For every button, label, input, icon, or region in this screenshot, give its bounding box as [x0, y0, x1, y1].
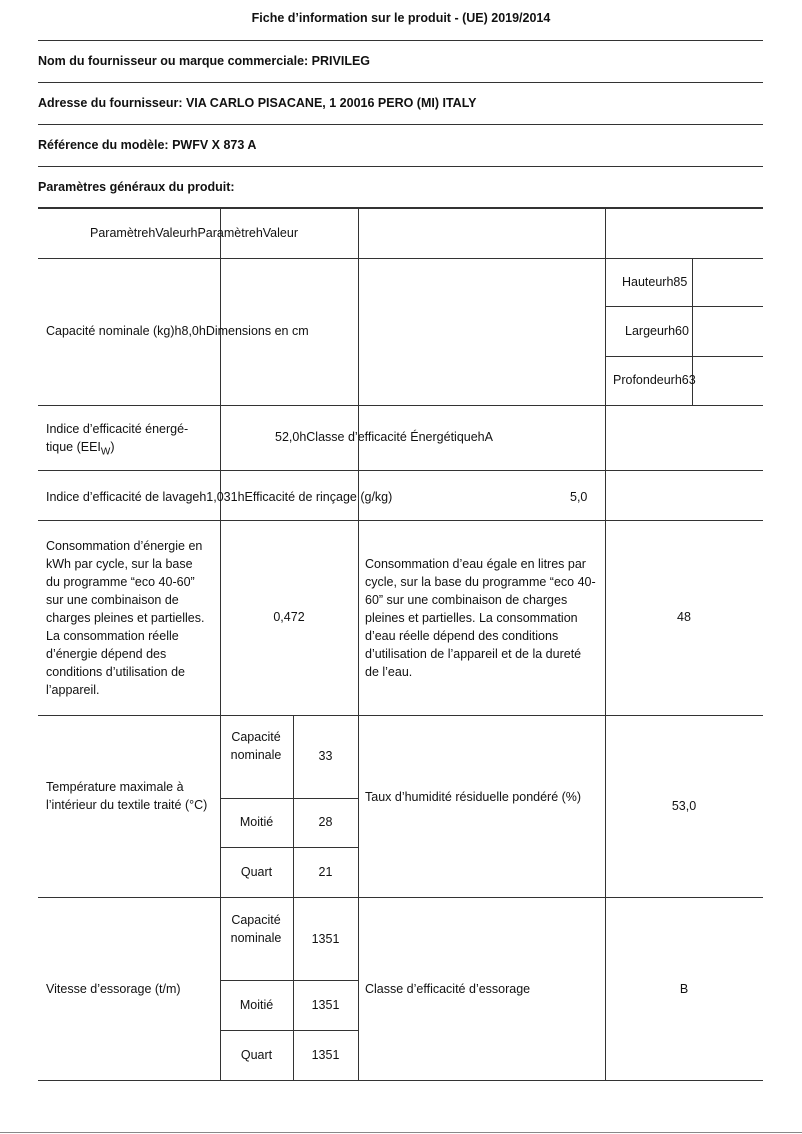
temp-value-quarter: 21	[318, 865, 333, 879]
rinse-value: 5,0	[570, 490, 588, 504]
water-label: Consommation d’eau égale en litres par c…	[365, 557, 596, 679]
eei-label: Indice d’efficacité énergé-tique (EEIW)	[46, 422, 189, 458]
spin-value-full: 1351	[311, 932, 340, 946]
height-value: Hauteurh85	[622, 275, 688, 289]
spin-class-value: B	[679, 982, 689, 996]
spin-value-half: 1351	[311, 998, 340, 1012]
depth-value: Profondeurh63	[613, 373, 696, 387]
water-value: 48	[677, 610, 691, 624]
eei-value: 52,0hClasse d’efficacité ÉnergétiquehA	[275, 430, 493, 444]
spin-load-full: Capacité nominale	[230, 913, 282, 945]
temp-load-quarter: Quart	[240, 865, 273, 879]
humidity-label: Taux d’humidité résiduelle pondéré (%)	[365, 790, 582, 804]
humidity-value: 53,0	[671, 799, 697, 813]
temp-value-full: 33	[318, 749, 333, 763]
energy-value: 0,472	[273, 610, 305, 624]
energy-label: Consommation d’énergie en kWh par cycle,…	[46, 539, 205, 697]
temp-value-half: 28	[318, 815, 333, 829]
spin-load-quarter: Quart	[240, 1048, 273, 1062]
capacity-row: Capacité nominale (kg)h8,0hDimensions en…	[46, 324, 309, 338]
header-row: ParamètrehValeurhParamètrehValeur	[90, 226, 298, 240]
document-title: Fiche d’information sur le produit - (UE…	[251, 11, 551, 25]
temp-load-half: Moitié	[239, 815, 274, 829]
wash-row: Indice d’efficacité de lavageh1,031hEffi…	[46, 490, 393, 504]
supplier-address: Adresse du fournisseur: VIA CARLO PISACA…	[38, 96, 477, 110]
supplier-name: Nom du fournisseur ou marque commerciale…	[38, 54, 371, 68]
spin-value-quarter: 1351	[311, 1048, 340, 1062]
general-parameters-heading: Paramètres généraux du produit:	[38, 180, 235, 194]
model-reference: Référence du modèle: PWFV X 873 A	[38, 138, 257, 152]
spin-load-half: Moitié	[239, 998, 274, 1012]
spin-class-label: Classe d’efficacité d’essorage	[365, 982, 531, 996]
temp-load-full: Capacité nominale	[230, 730, 282, 762]
temperature-label: Température maximale à l’intérieur du te…	[46, 780, 208, 812]
width-value: Largeurh60	[625, 324, 689, 338]
spin-speed-label: Vitesse d’essorage (t/m)	[46, 982, 181, 996]
